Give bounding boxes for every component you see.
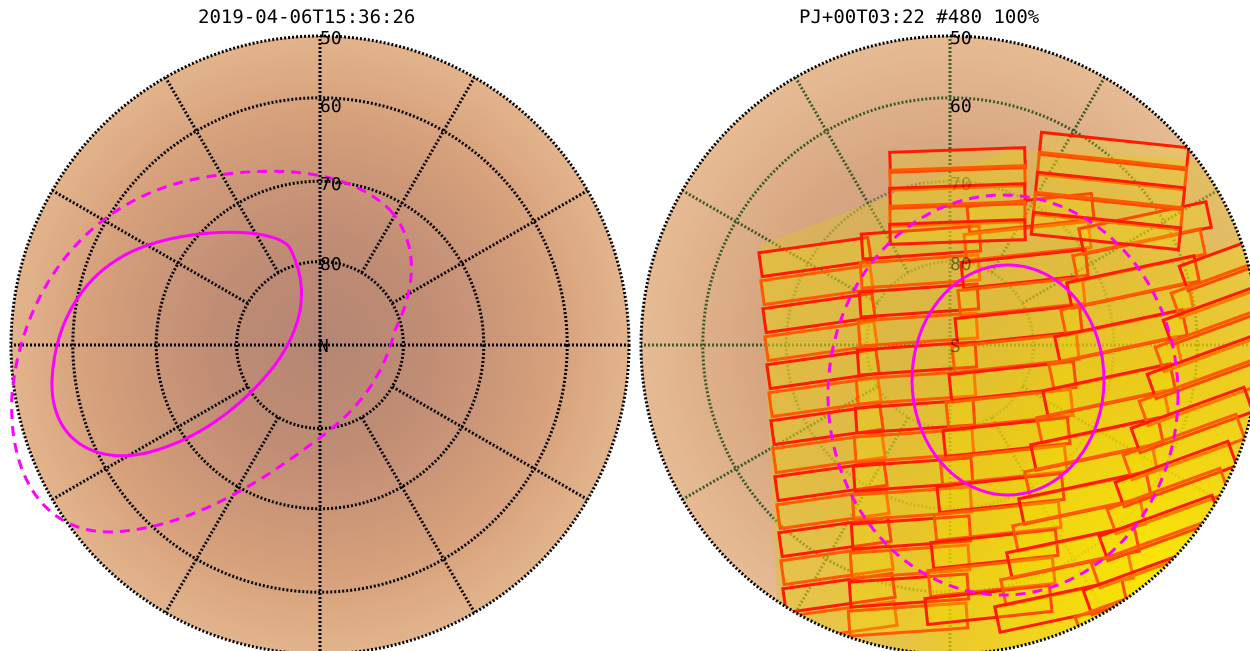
footprint-frame	[1035, 150, 1189, 192]
meridian-line	[51, 189, 249, 305]
footprint-frame	[767, 375, 883, 419]
aurora-oval-solid-south	[910, 263, 1106, 497]
right-lat-label-80: 80	[950, 254, 972, 275]
aurora-oval-dashed-south	[826, 193, 1180, 597]
left-pole-label: N	[318, 336, 329, 357]
left-lat-label-80: 80	[320, 254, 342, 275]
left-lat-label-70: 70	[320, 174, 342, 195]
left-limb	[9, 34, 631, 651]
footprint-frame	[857, 282, 981, 319]
right-polar-map: 50 60 70 80 S	[639, 28, 1250, 651]
footprint-frame	[1161, 277, 1250, 347]
footprint-frame	[1145, 331, 1250, 401]
footprint-frame	[854, 369, 978, 406]
right-lat-label-70: 70	[950, 174, 972, 195]
left-lat-label-60: 60	[320, 96, 342, 117]
footprint-frame	[1153, 304, 1250, 374]
footprint-frame	[944, 387, 1075, 431]
footprint-frame	[846, 601, 970, 638]
meridian-line	[164, 76, 280, 274]
footprint-frame	[1137, 358, 1250, 428]
meridian-line	[51, 385, 249, 501]
left-graticule	[11, 36, 629, 651]
meridian-line	[164, 416, 280, 614]
footprint-frame	[775, 487, 891, 531]
meridian-line	[360, 76, 476, 274]
right-lat-label-50: 50	[950, 28, 972, 49]
footprint-frame	[959, 247, 1090, 291]
left-map-title: 2019-04-06T15:36:26	[198, 6, 416, 28]
right-map-title: PJ+00T03:22 #480 100%	[799, 6, 1040, 28]
latitude-circle	[235, 260, 405, 430]
footprint-frame	[888, 218, 1027, 246]
footprint-frame	[956, 275, 1087, 319]
footprint-frame	[763, 319, 879, 363]
footprint-frame	[1129, 385, 1250, 455]
footprint-frame	[759, 263, 875, 307]
left-lat-label-50: 50	[320, 28, 342, 49]
footprint-coverage	[757, 130, 1250, 651]
aurora-oval-dashed	[10, 169, 413, 534]
right-lat-label-60: 60	[950, 96, 972, 117]
right-pole-label: S	[950, 336, 961, 357]
meridian-line	[360, 416, 476, 614]
footprint-rectangles	[757, 130, 1250, 644]
footprint-frame	[1037, 130, 1191, 172]
footprint-frame	[779, 543, 895, 587]
meridian-line	[391, 385, 589, 501]
latitude-circle	[154, 179, 486, 511]
meridian-line	[391, 189, 589, 305]
footprint-frame	[771, 431, 887, 475]
footprint-frame	[1177, 223, 1250, 293]
footprint-frame	[757, 235, 873, 279]
left-polar-map: 50 60 70 80 N	[9, 28, 631, 651]
footprint-frame	[953, 303, 1084, 347]
footprint-frame	[1121, 412, 1247, 482]
latitude-circle	[71, 96, 569, 594]
footprint-frame	[1033, 170, 1187, 212]
footprint-frame	[777, 515, 893, 559]
aurora-oval-solid	[50, 230, 303, 458]
footprint-frame	[1029, 210, 1183, 252]
footprint-frame	[938, 443, 1069, 487]
footprint-frame	[781, 571, 897, 615]
footprint-frame	[1169, 250, 1250, 320]
footprint-frame	[1031, 190, 1185, 232]
footprint-frame	[992, 577, 1130, 635]
footprint-frame	[765, 347, 881, 391]
footprint-frame	[773, 459, 889, 503]
footprint-frame	[1105, 466, 1231, 536]
footprint-frame	[1113, 439, 1239, 509]
